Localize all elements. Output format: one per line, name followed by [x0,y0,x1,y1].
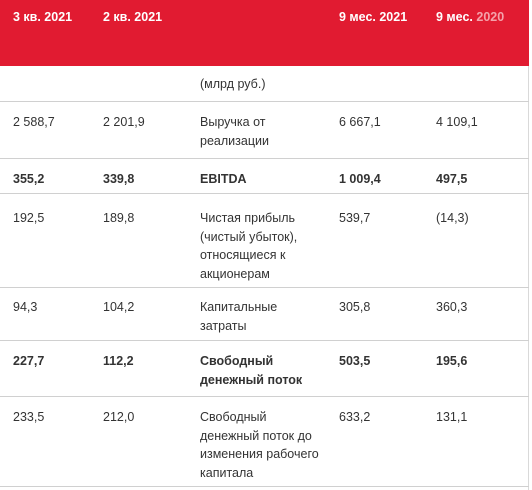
cell-indicator: Капитальные затраты [200,300,278,333]
cell-9m-2020: (14,3) [436,211,469,225]
table-header: 3 кв. 2021 2 кв. 2021 9 мес. 2021 9 мес.… [0,0,529,66]
unit-label: (млрд руб.) [200,77,266,91]
cell-9m-2021: 503,5 [339,354,371,368]
cell-9m-2020: 360,3 [436,300,468,314]
cell-q2-2021: 104,2 [103,300,135,314]
cell-q3-2021: 94,3 [13,300,38,314]
header-9m-2020-year: 2020 [476,10,505,24]
cell-9m-2021: 539,7 [339,211,371,225]
header-q2-2021: 2 кв. 2021 [103,10,163,24]
header-q3-2021: 3 кв. 2021 [13,10,73,24]
cell-q2-2021: 339,8 [103,172,135,186]
cell-9m-2021: 1 009,4 [339,172,381,186]
cell-indicator: Свободный денежный поток до изменения ра… [200,410,319,480]
cell-9m-2021: 6 667,1 [339,115,381,129]
cell-indicator: Чистая прибыль (чистый убыток), относящи… [200,211,298,281]
row-separator [0,158,529,159]
cell-q2-2021: 2 201,9 [103,115,145,129]
cell-9m-2020: 195,6 [436,354,468,368]
row-separator [0,340,529,341]
row-separator [0,396,529,397]
cell-q2-2021: 212,0 [103,410,135,424]
row-separator [0,101,529,102]
cell-9m-2020: 4 109,1 [436,115,478,129]
row-separator [0,486,529,487]
cell-q3-2021: 227,7 [13,354,45,368]
header-9m-2020-label: 9 мес. [436,10,473,24]
cell-indicator: Выручка от реализации [200,115,269,148]
header-9m-2021: 9 мес. 2021 [339,10,408,24]
header-9m-2020: 9 мес. 2020 [436,10,504,24]
cell-9m-2020: 497,5 [436,172,468,186]
cell-q3-2021: 192,5 [13,211,45,225]
cell-q3-2021: 233,5 [13,410,45,424]
cell-9m-2020: 131,1 [436,410,468,424]
cell-indicator: Свободный денежный поток [200,354,303,387]
cell-indicator: EBITDA [200,172,247,186]
cell-9m-2021: 305,8 [339,300,371,314]
cell-q3-2021: 2 588,7 [13,115,55,129]
cell-q2-2021: 112,2 [103,354,134,368]
row-separator [0,193,529,194]
cell-q3-2021: 355,2 [13,172,45,186]
row-separator [0,287,529,288]
cell-9m-2021: 633,2 [339,410,371,424]
cell-q2-2021: 189,8 [103,211,135,225]
